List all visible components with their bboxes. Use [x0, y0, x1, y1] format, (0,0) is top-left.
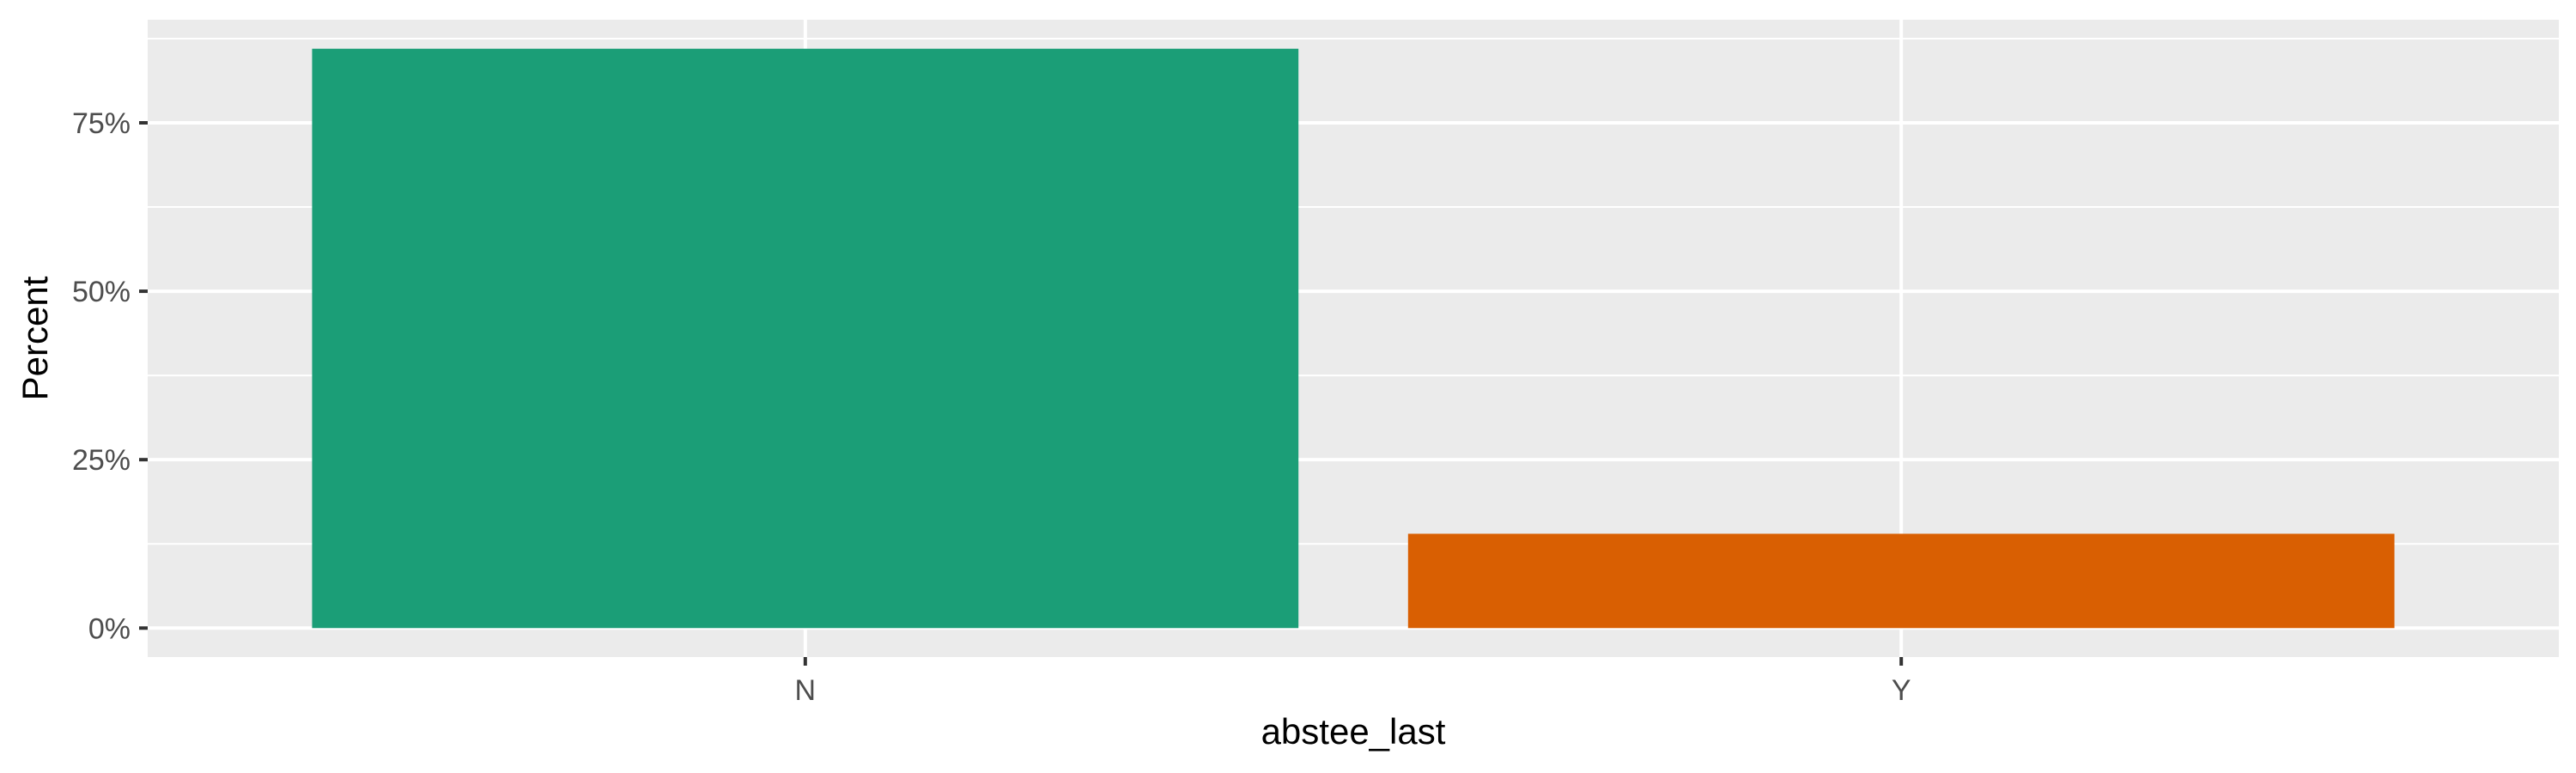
y-axis-title: Percent — [15, 276, 55, 400]
y-tick-label: 0% — [88, 612, 131, 645]
y-axis: 0% 25% 50% 75% — [72, 107, 148, 645]
bar-n — [312, 48, 1299, 629]
x-tick-label: N — [795, 674, 817, 707]
y-tick-label: 50% — [72, 276, 131, 308]
bars — [312, 48, 2395, 629]
bar-y — [1407, 533, 2395, 629]
y-tick-label: 25% — [72, 444, 131, 477]
x-axis-title: abstee_last — [1261, 711, 1446, 752]
y-tick-label: 75% — [72, 107, 131, 140]
x-tick-label: Y — [1892, 674, 1911, 707]
